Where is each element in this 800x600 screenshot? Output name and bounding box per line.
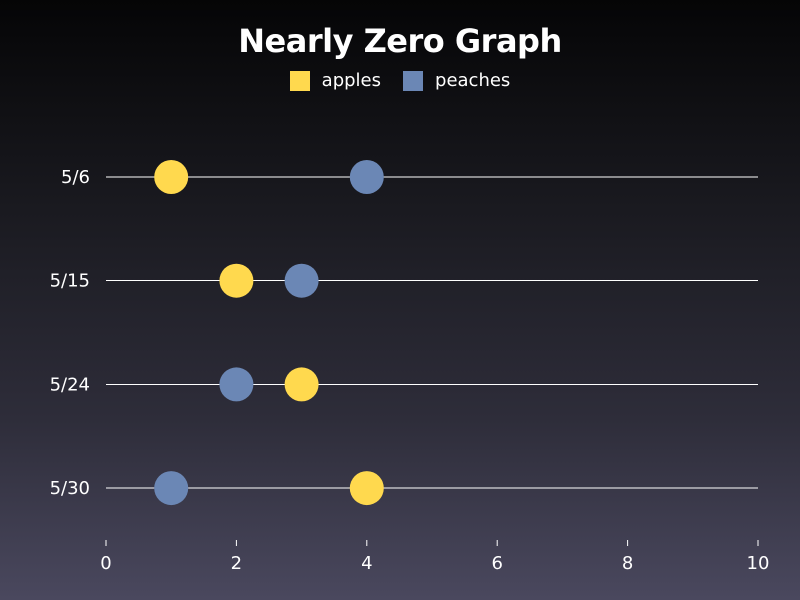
point-peaches-5-15 (284, 263, 319, 298)
point-apples-5-15 (219, 263, 254, 298)
x-tick-label: 4 (361, 553, 372, 574)
point-peaches-5-24 (219, 367, 254, 402)
legend-item-apples[interactable]: apples (289, 70, 382, 91)
x-tick-label: 6 (491, 553, 502, 574)
y-tick-label: 5/30 (50, 478, 90, 499)
legend-swatch-apples (289, 70, 310, 91)
chart-title: Nearly Zero Graph (238, 22, 562, 60)
y-tick-label: 5/15 (50, 271, 90, 292)
legend: apples peaches (0, 70, 800, 91)
x-tick-label: 0 (100, 553, 111, 574)
x-tick-label: 10 (747, 553, 770, 574)
point-apples-5-30 (349, 471, 384, 506)
x-tick-label: 8 (622, 553, 633, 574)
y-tick-label: 5/6 (61, 167, 90, 188)
y-tick-label: 5/24 (50, 374, 90, 395)
legend-label-peaches: peaches (435, 70, 511, 91)
x-tick-label: 2 (231, 553, 242, 574)
point-peaches-5-30 (154, 471, 189, 506)
point-peaches-5-6 (349, 160, 384, 194)
legend-item-peaches[interactable]: peaches (403, 70, 510, 91)
legend-label-apples: apples (321, 70, 382, 91)
point-apples-5-6 (154, 160, 189, 194)
legend-swatch-peaches (403, 70, 424, 91)
point-apples-5-24 (284, 367, 319, 402)
